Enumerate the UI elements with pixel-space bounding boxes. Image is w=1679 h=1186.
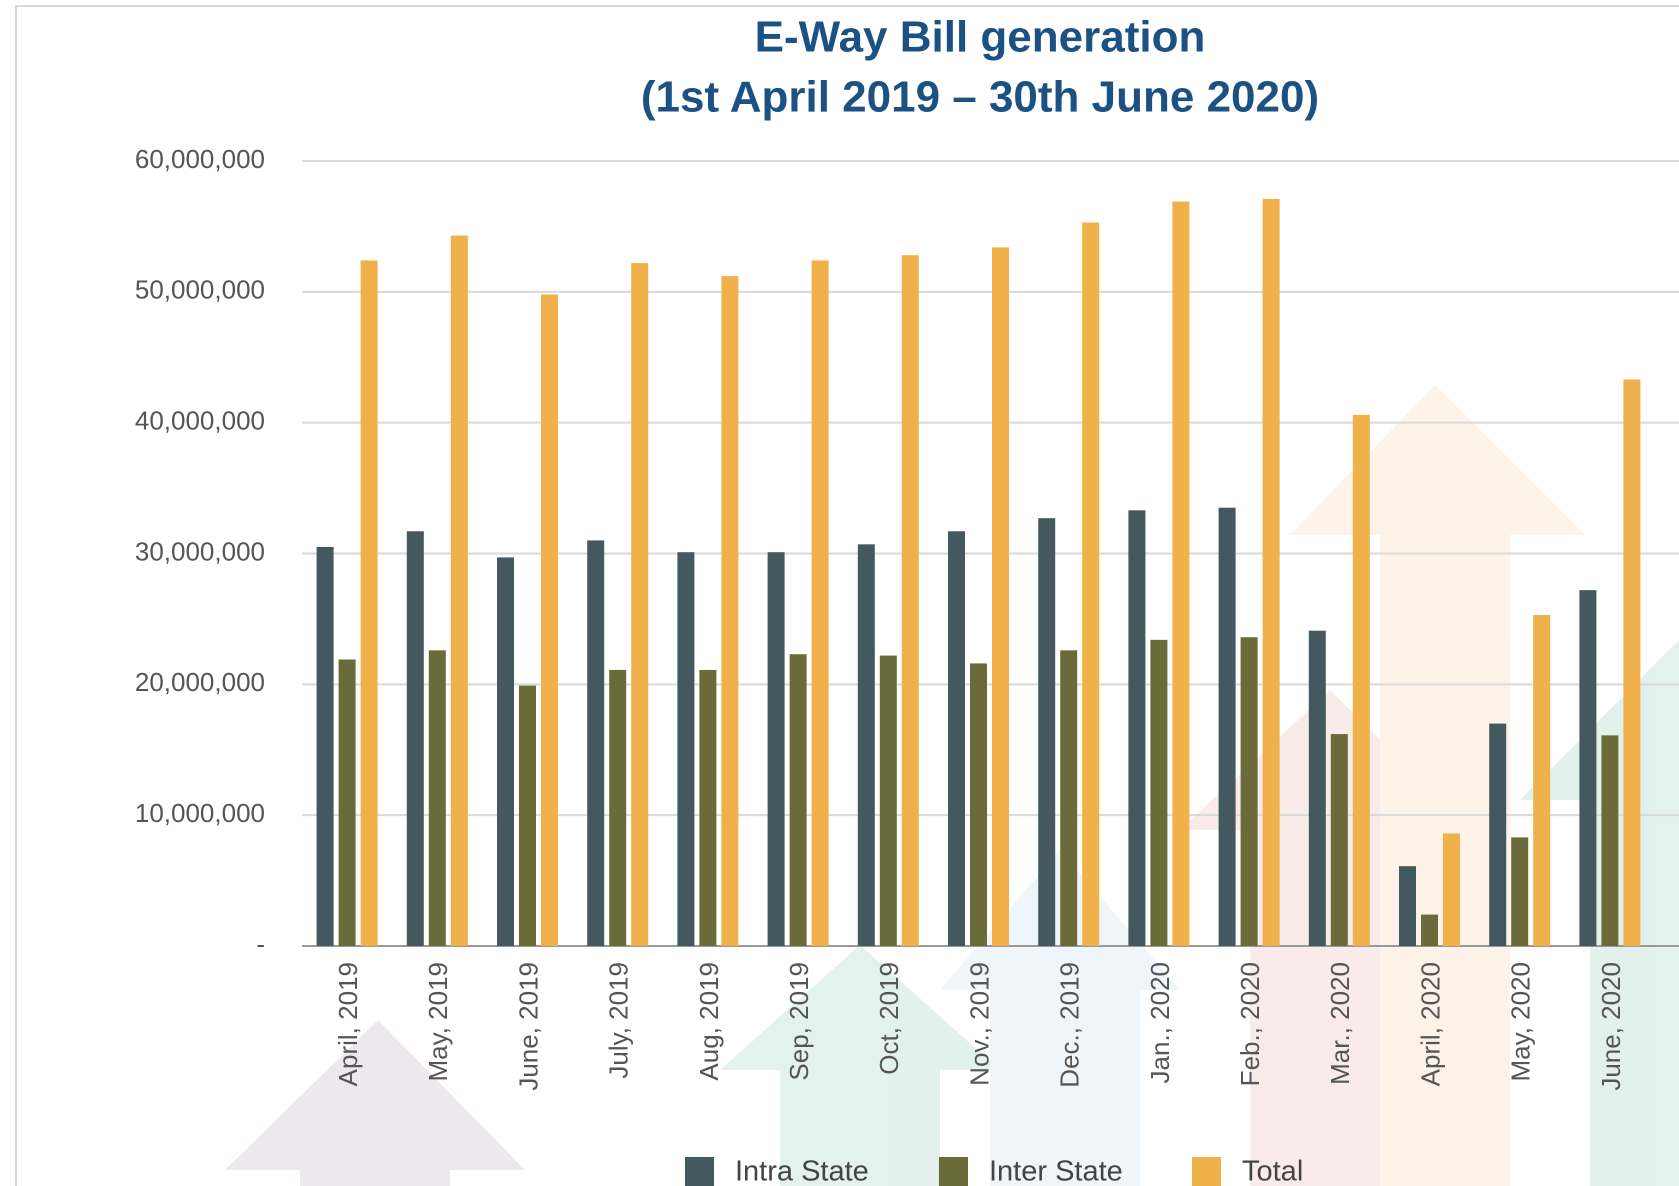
- bar: [1308, 630, 1326, 946]
- x-tick-label: June, 2020: [1596, 962, 1626, 1091]
- bar: [948, 531, 965, 946]
- legend-swatch: [1192, 1157, 1221, 1186]
- bar: [970, 663, 987, 946]
- bar: [1421, 914, 1438, 946]
- x-tick-label: May, 2020: [1506, 962, 1536, 1081]
- bar: [901, 255, 919, 946]
- y-tick-label: 30,000,000: [135, 536, 265, 566]
- bar: [1330, 734, 1348, 946]
- x-tick-label: Oct, 2019: [874, 962, 904, 1075]
- bar: [677, 552, 695, 946]
- bar: [1218, 507, 1236, 946]
- bar: [1489, 723, 1507, 946]
- bar: [587, 540, 605, 946]
- y-tick-label: 10,000,000: [135, 798, 265, 828]
- bar: [1443, 833, 1460, 946]
- bar: [1579, 590, 1597, 946]
- legend-label: Total: [1242, 1156, 1303, 1186]
- bar: [497, 557, 514, 946]
- bar: [879, 655, 897, 946]
- x-tick-label: April, 2020: [1415, 962, 1445, 1086]
- bar: [519, 685, 536, 946]
- x-tick-label: Jan., 2020: [1145, 962, 1175, 1083]
- bar: [316, 546, 334, 946]
- bg-arrow: [1290, 385, 1585, 1186]
- bar: [541, 294, 558, 946]
- bar: [1128, 510, 1146, 946]
- x-tick-label: Sep, 2019: [784, 962, 814, 1081]
- legend-swatch: [939, 1157, 968, 1186]
- x-tick-label: Nov., 2019: [964, 962, 994, 1086]
- bar: [406, 531, 424, 946]
- bar: [1082, 222, 1100, 946]
- bar: [631, 263, 649, 946]
- y-tick-label: 50,000,000: [135, 275, 265, 305]
- bar: [1511, 837, 1529, 946]
- bg-arrow: [225, 1020, 525, 1186]
- bar: [1352, 414, 1370, 947]
- bar: [789, 654, 807, 946]
- x-tick-label: April, 2019: [333, 962, 363, 1086]
- bar: [1399, 866, 1416, 946]
- bar: [1172, 201, 1190, 946]
- chart-frame: [15, 5, 1679, 1186]
- bar: [1601, 735, 1619, 946]
- bar: [857, 544, 875, 946]
- bar: [1262, 198, 1280, 947]
- bar: [428, 650, 446, 946]
- y-tick-label: -: [256, 929, 265, 959]
- bar: [1533, 614, 1551, 946]
- x-tick-label: May, 2019: [423, 962, 453, 1081]
- y-tick-label: 60,000,000: [135, 144, 265, 174]
- bar: [699, 669, 717, 946]
- bar: [360, 260, 378, 946]
- legend-label: Inter State: [989, 1156, 1123, 1186]
- x-tick-label: Dec., 2019: [1055, 962, 1085, 1088]
- bar: [1060, 650, 1078, 946]
- bg-arrow: [720, 945, 1000, 1186]
- y-tick-label: 40,000,000: [135, 406, 265, 436]
- bar: [767, 552, 785, 946]
- bar: [338, 659, 356, 946]
- legend-label: Intra State: [735, 1156, 869, 1186]
- chart-subtitle: (1st April 2019 – 30th June 2020): [641, 73, 1319, 122]
- bar: [1623, 379, 1641, 946]
- x-tick-label: July, 2019: [604, 962, 634, 1079]
- x-tick-label: Aug, 2019: [694, 962, 724, 1081]
- x-tick-label: June, 2019: [513, 962, 543, 1091]
- bar: [450, 235, 468, 946]
- bar: [609, 669, 627, 946]
- bar: [721, 276, 739, 947]
- bar: [992, 247, 1009, 947]
- bar: [1150, 639, 1168, 946]
- legend-swatch: [685, 1157, 714, 1186]
- x-tick-label: Feb., 2020: [1235, 962, 1265, 1086]
- bar: [1240, 637, 1258, 946]
- plot: - 10,000,000 20,000,000 30,000,000 40,000,00…: [135, 144, 1679, 1186]
- y-tick-label: 20,000,000: [135, 667, 265, 697]
- x-tick-label: Mar., 2020: [1325, 962, 1355, 1085]
- bar: [811, 260, 829, 946]
- bar: [1038, 518, 1056, 946]
- chart-title: E-Way Bill generation: [755, 13, 1206, 62]
